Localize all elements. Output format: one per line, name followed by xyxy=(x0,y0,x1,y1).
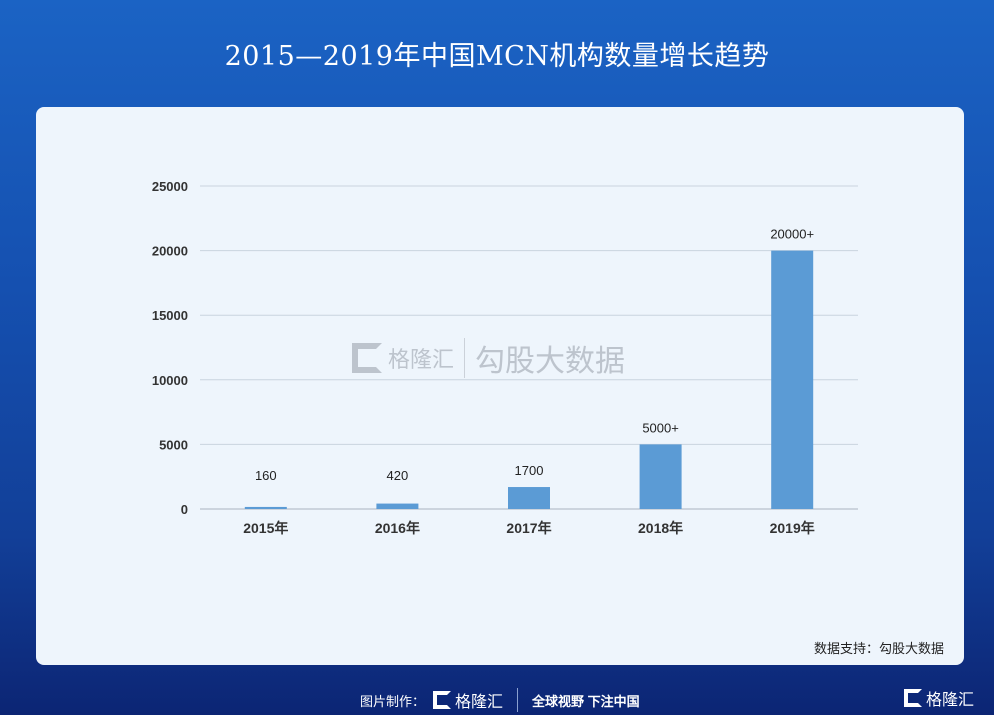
watermark: 格隆汇 勾股大数据 xyxy=(352,336,625,380)
y-tick-label: 5000 xyxy=(159,437,188,452)
y-tick-label: 10000 xyxy=(152,373,188,388)
footer-slogan: 全球视野 下注中国 xyxy=(532,693,640,709)
bar xyxy=(639,444,682,509)
data-label: 5000+ xyxy=(642,420,679,435)
page-title: 2015—2019年中国MCN机构数量增长趋势 xyxy=(224,41,770,72)
watermark-brand: 格隆汇 xyxy=(388,347,455,372)
footer-logo: 格隆汇 xyxy=(433,688,503,712)
corner-logo: 格隆汇 xyxy=(903,686,974,710)
corner-brand: 格隆汇 xyxy=(925,692,974,709)
watermark-divider xyxy=(464,338,466,378)
gelonghui-logo-icon xyxy=(352,343,382,373)
x-tick-label: 2017年 xyxy=(506,520,551,536)
data-label: 1700 xyxy=(515,463,544,478)
bar xyxy=(508,487,550,509)
bar xyxy=(376,503,419,509)
data-label: 420 xyxy=(387,468,409,483)
y-tick-label: 0 xyxy=(181,502,188,517)
footer-made-by: 图片制作： xyxy=(360,693,426,709)
y-tick-label: 20000 xyxy=(152,244,188,259)
y-tick-label: 25000 xyxy=(152,179,188,194)
watermark-product: 勾股大数据 xyxy=(475,345,626,378)
y-tick-label: 15000 xyxy=(152,308,188,323)
bar xyxy=(244,506,287,509)
x-tick-label: 2019年 xyxy=(770,520,815,536)
gelonghui-logo-icon xyxy=(903,689,922,707)
data-label: 20000+ xyxy=(770,227,814,242)
x-tick-label: 2015年 xyxy=(243,520,288,536)
footer-divider xyxy=(517,688,519,712)
bar xyxy=(771,250,814,509)
x-tick-label: 2016年 xyxy=(375,520,420,536)
data-source: 数据支持：勾股大数据 xyxy=(813,641,944,656)
gelonghui-logo-icon xyxy=(433,691,452,709)
footer: 图片制作： 格隆汇 全球视野 下注中国 xyxy=(360,688,640,712)
footer-brand: 格隆汇 xyxy=(455,694,504,711)
x-tick-label: 2018年 xyxy=(638,520,683,536)
data-label: 160 xyxy=(255,468,277,483)
